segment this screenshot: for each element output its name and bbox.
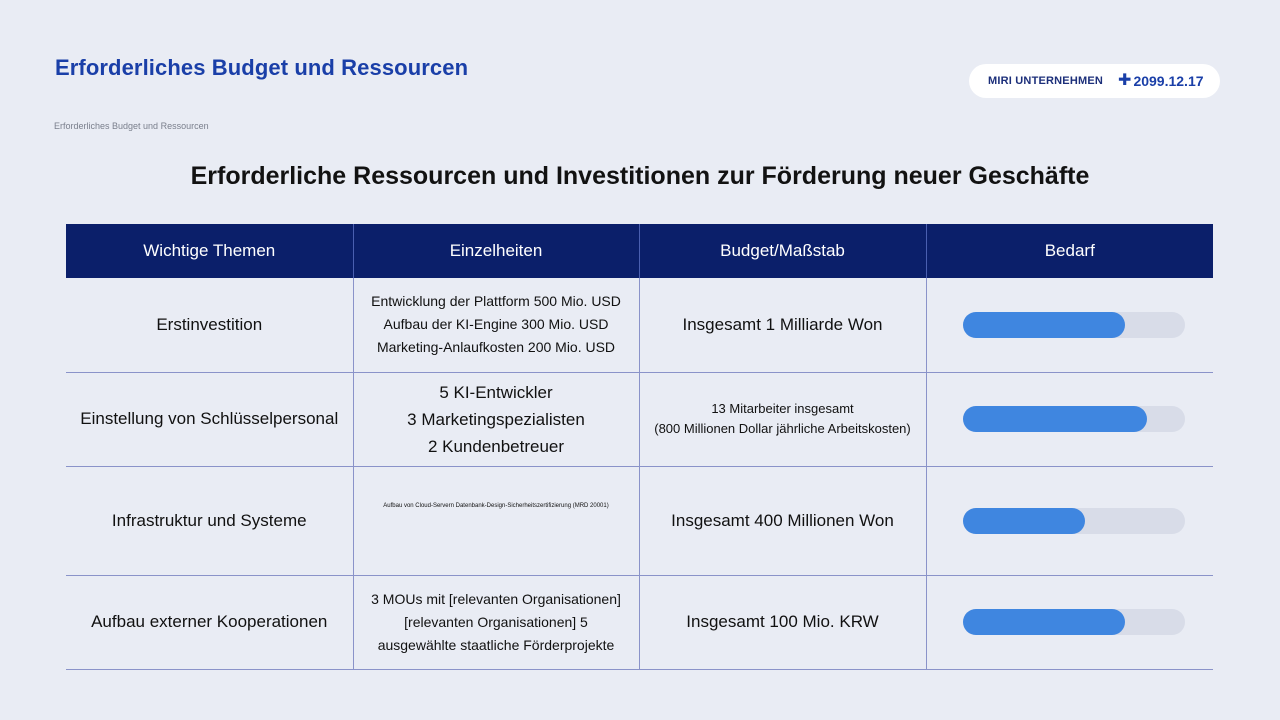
table-row: Infrastruktur und Systeme Aufbau von Clo… <box>66 466 1213 576</box>
detail-line: 2 Kundenbetreuer <box>427 436 565 456</box>
main-title: Erforderliche Ressourcen und Investition… <box>190 162 1090 190</box>
column-header-topics: Wichtige Themen <box>66 224 354 278</box>
column-header-details: Einzelheiten <box>353 224 640 278</box>
topic-cell: Erstinvestition <box>66 278 354 373</box>
detail-line: 5 KI-Entwickler <box>439 382 553 402</box>
detail-line: 3 MOUs mit [relevanten Organisationen] <box>371 590 621 607</box>
budget-line: (800 Millionen Dollar jährliche Arbeitsk… <box>654 421 911 436</box>
need-bar <box>962 507 1185 534</box>
need-bar-fill <box>962 311 1125 338</box>
plus-icon: ✚ <box>1118 72 1132 89</box>
date-label: 2099.12.17 <box>1133 73 1204 89</box>
detail-line: Entwicklung der Plattform 500 Mio. USD <box>371 293 621 310</box>
table-row: Einstellung von Schlüsselpersonal 5 KI-E… <box>66 372 1213 467</box>
budget-line: 13 Mitarbeiter insgesamt <box>711 401 854 416</box>
need-bar-fill <box>962 406 1147 432</box>
detail-line: Marketing-Anlaufkosten 200 Mio. USD <box>376 339 616 356</box>
budget-line: Insgesamt 400 Millionen Won <box>671 510 894 530</box>
detail-line: Aufbau von Cloud-Servern Datenbank-Desig… <box>383 502 609 509</box>
details-cell: 5 KI-Entwickler 3 Marketingspezialisten … <box>353 372 640 467</box>
budget-line: Insgesamt 100 Mio. KRW <box>686 612 879 631</box>
budget-cell: 13 Mitarbeiter insgesamt (800 Millionen … <box>639 372 927 467</box>
detail-line: ausgewählte staatliche Förderprojekte <box>377 636 615 653</box>
details-cell: 3 MOUs mit [relevanten Organisationen] [… <box>353 575 640 670</box>
topic-cell: Infrastruktur und Systeme <box>66 466 354 576</box>
detail-line: [relevanten Organisationen] 5 <box>404 613 588 630</box>
page-header-title: Erforderliches Budget und Ressourcen <box>55 55 469 80</box>
details-cell: Entwicklung der Plattform 500 Mio. USD A… <box>353 278 640 373</box>
detail-line: 3 Marketingspezialisten <box>407 409 585 429</box>
budget-line: Insgesamt 1 Milliarde Won <box>682 314 883 334</box>
company-date-badge: MIRI UNTERNEHMEN ✚ 2099.12.17 <box>969 64 1220 98</box>
budget-table: Wichtige Themen Einzelheiten Budget/Maßs… <box>66 224 1213 670</box>
need-bar-fill <box>962 507 1085 534</box>
column-header-budget: Budget/Maßstab <box>639 224 927 278</box>
budget-cell: Insgesamt 400 Millionen Won <box>639 466 927 576</box>
column-header-need: Bedarf <box>926 224 1213 278</box>
budget-cell: Insgesamt 1 Milliarde Won <box>639 278 927 373</box>
budget-cell: Insgesamt 100 Mio. KRW <box>639 575 927 670</box>
topic-cell: Aufbau externer Kooperationen <box>66 575 354 670</box>
need-cell <box>926 372 1213 467</box>
need-bar <box>962 406 1185 432</box>
details-cell: Aufbau von Cloud-Servern Datenbank-Desig… <box>353 466 640 576</box>
need-cell <box>926 466 1213 576</box>
table-row: Erstinvestition Entwicklung der Plattfor… <box>66 278 1213 373</box>
need-bar <box>962 609 1185 635</box>
topic-cell: Einstellung von Schlüsselpersonal <box>66 372 354 467</box>
need-cell <box>926 278 1213 373</box>
need-bar-fill <box>962 609 1125 635</box>
need-bar <box>962 311 1185 338</box>
detail-line: Aufbau der KI-Engine 300 Mio. USD <box>383 316 609 333</box>
breadcrumb: Erforderliches Budget und Ressourcen <box>54 121 209 131</box>
table-header-row: Wichtige Themen Einzelheiten Budget/Maßs… <box>66 224 1213 278</box>
company-name: MIRI UNTERNEHMEN <box>988 75 1104 87</box>
need-cell <box>926 575 1213 670</box>
table-row: Aufbau externer Kooperationen 3 MOUs mit… <box>66 575 1213 670</box>
